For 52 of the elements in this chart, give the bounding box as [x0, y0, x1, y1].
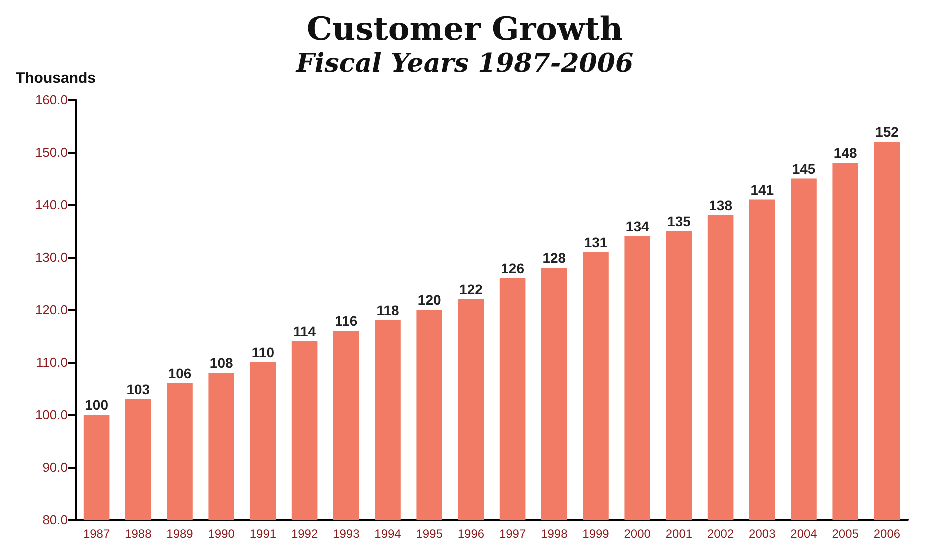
data-label: 118 [376, 302, 400, 318]
x-tick-label: 1993 [333, 527, 360, 541]
x-tick-label: 1997 [499, 527, 526, 541]
y-tick-label: 100.0 [35, 408, 68, 422]
x-tick-label: 1995 [416, 527, 444, 541]
x-tick-label: 1996 [458, 527, 485, 541]
data-label: 108 [210, 355, 234, 371]
data-label: 106 [168, 366, 192, 382]
data-label: 110 [252, 344, 275, 360]
data-label: 122 [460, 282, 484, 298]
x-tick-label: 1988 [125, 527, 152, 541]
data-label: 152 [876, 124, 900, 140]
y-tick-label: 160.0 [35, 92, 68, 108]
x-tick-label: 1998 [541, 527, 568, 541]
y-tick-label: 110.0 [36, 355, 68, 370]
x-tick-label: 1991 [250, 527, 277, 541]
x-tick-label: 1994 [374, 527, 402, 541]
y-tick-label: 120.0 [35, 302, 68, 318]
y-tick-label: 150.0 [35, 145, 68, 160]
x-tick-label: 2005 [832, 527, 860, 541]
x-tick-label: 2006 [874, 527, 901, 541]
data-label: 135 [668, 213, 692, 230]
y-axis-title: Thousands [16, 70, 96, 87]
x-tick-label: 1989 [166, 527, 194, 541]
x-tick-label: 2003 [749, 527, 776, 541]
data-label: 138 [709, 198, 733, 214]
x-tick-label: 1987 [83, 527, 110, 541]
data-label: 145 [792, 160, 816, 177]
x-tick-label: 2004 [790, 527, 818, 541]
data-label: 116 [335, 313, 358, 329]
data-label: 134 [626, 218, 650, 234]
data-label: 131 [584, 234, 608, 250]
data-label: 100 [85, 397, 109, 413]
x-tick-label: 2000 [624, 527, 652, 541]
x-tick-label: 2002 [707, 527, 734, 541]
x-tick-label: 1992 [291, 527, 318, 541]
y-tick-label: 130.0 [35, 250, 68, 265]
x-tick-label: 2001 [666, 527, 693, 541]
chart-title: Customer Growth [306, 10, 624, 48]
data-label: 141 [750, 182, 774, 198]
data-label: 114 [294, 324, 316, 340]
data-label: 103 [126, 381, 150, 398]
data-label: 128 [542, 250, 566, 266]
y-tick-label: 90.0 [42, 460, 68, 475]
data-label: 148 [834, 145, 858, 161]
x-tick-label: 1990 [208, 527, 236, 541]
y-tick-label: 140.0 [35, 198, 68, 212]
y-tick-label: 80.0 [42, 512, 68, 528]
chart-subtitle: Fiscal Years 1987-2006 [295, 49, 634, 79]
data-label: 126 [501, 260, 525, 276]
x-tick-label: 1999 [582, 527, 610, 541]
data-label: 120 [418, 292, 442, 308]
